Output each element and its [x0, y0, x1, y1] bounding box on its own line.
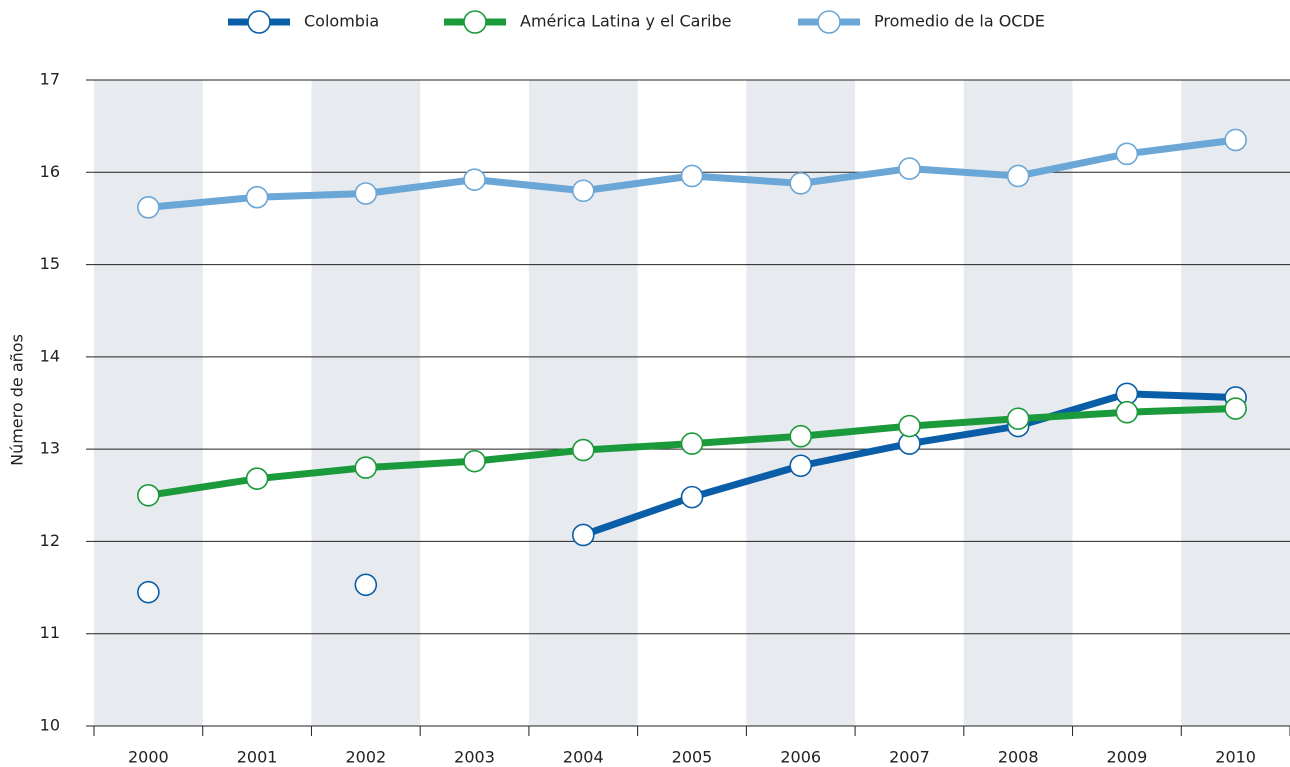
- legend-marker: [247, 10, 271, 34]
- legend-label: América Latina y el Caribe: [520, 12, 731, 31]
- point: [571, 523, 595, 547]
- point: [137, 483, 160, 507]
- band: [963, 80, 1073, 726]
- band: [311, 80, 421, 726]
- legend-marker: [817, 10, 841, 34]
- x-tick-label: 2000: [128, 748, 169, 767]
- point: [354, 182, 378, 205]
- point: [680, 432, 704, 455]
- point: [354, 456, 378, 479]
- point: [571, 179, 595, 203]
- point: [1224, 128, 1247, 152]
- point: [680, 164, 704, 188]
- x-tick-label: 2004: [563, 748, 604, 767]
- point: [1006, 407, 1030, 430]
- point: [354, 573, 378, 597]
- x-tick-label: 2001: [237, 748, 278, 767]
- y-tick-label: 16: [40, 162, 60, 181]
- point: [137, 580, 160, 604]
- y-tick-label: 13: [40, 439, 60, 458]
- point: [1115, 400, 1139, 424]
- y-axis-label: Número de años: [8, 334, 27, 466]
- band: [528, 80, 638, 726]
- point: [137, 196, 160, 219]
- point: [571, 438, 595, 462]
- band: [94, 80, 203, 726]
- point: [1115, 142, 1139, 166]
- y-tick-label: 12: [40, 531, 60, 550]
- point: [1006, 164, 1030, 188]
- legend-marker: [463, 10, 487, 34]
- point: [789, 424, 813, 448]
- x-tick-label: 2007: [889, 748, 930, 767]
- x-tick-label: 2005: [672, 748, 713, 767]
- point: [1224, 397, 1247, 420]
- y-tick-label: 10: [40, 716, 60, 735]
- point: [245, 185, 269, 209]
- y-tick-label: 15: [40, 254, 60, 273]
- point: [789, 172, 813, 195]
- point: [463, 449, 486, 473]
- point: [245, 467, 269, 490]
- point: [898, 157, 921, 180]
- y-tick-label: 11: [40, 623, 60, 642]
- x-tick-label: 2002: [345, 748, 386, 767]
- point: [680, 485, 704, 509]
- y-tick-label: 17: [40, 70, 60, 89]
- x-tick-label: 2003: [454, 748, 495, 767]
- point: [789, 454, 813, 478]
- x-tick-label: 2009: [1107, 748, 1148, 767]
- point: [463, 168, 486, 191]
- point: [898, 414, 921, 438]
- y-tick-label: 14: [40, 346, 60, 365]
- x-tick-label: 2008: [998, 748, 1039, 767]
- legend-label: Promedio de la OCDE: [874, 12, 1045, 31]
- x-tick-label: 2006: [780, 748, 821, 767]
- x-tick-label: 2010: [1215, 748, 1256, 767]
- legend-label: Colombia: [304, 12, 379, 31]
